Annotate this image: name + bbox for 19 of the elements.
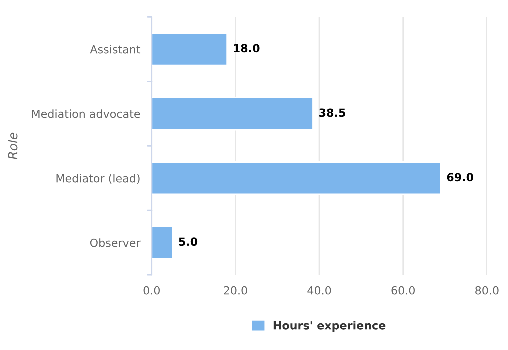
legend-label: Hours' experience — [274, 321, 386, 332]
x-tick-label: 20.0 — [224, 286, 248, 295]
x-tick-label: 0.0 — [144, 286, 160, 295]
x-tick-label: 40.0 — [308, 286, 332, 295]
x-tick-label: 80.0 — [476, 286, 499, 295]
y-tick-label: Mediation advocate — [32, 110, 140, 118]
bar — [152, 162, 442, 196]
bar — [152, 226, 174, 260]
text: 69.0 — [447, 173, 474, 182]
text: 38.5 — [320, 108, 346, 118]
x-tick-label: 60.0 — [392, 286, 415, 295]
bar — [152, 97, 314, 131]
y-tick-label: Mediator (lead) — [56, 174, 140, 184]
y-axis-title: Role — [8, 132, 18, 160]
text: 5.0 — [179, 238, 198, 246]
y-tick-label: Assistant — [90, 45, 141, 54]
y-tick-label: Observer — [90, 238, 141, 248]
text: 18.0 — [234, 44, 260, 53]
bar — [152, 32, 228, 66]
